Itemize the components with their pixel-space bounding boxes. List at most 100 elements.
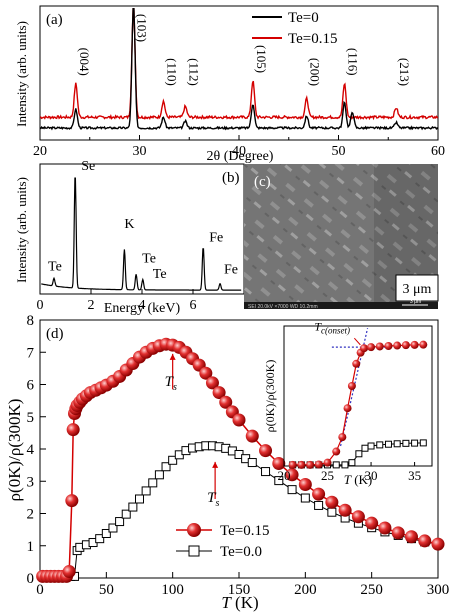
inset-point-te00	[402, 439, 410, 447]
panel-d-xtick-label: 0	[36, 582, 44, 598]
inset-point-te00	[341, 461, 349, 469]
panel-b-element-label: Te	[142, 252, 156, 267]
data-point-te00	[101, 528, 111, 538]
sem-footer-text: SEI 20.0kV ×7000 WD 10.2mm	[248, 304, 318, 310]
panel-d-xtick-label: 50	[99, 582, 114, 598]
data-point-te015	[285, 468, 299, 482]
inset-point-te015	[332, 447, 341, 456]
inset-point-te00	[376, 441, 384, 449]
data-point-te015	[212, 386, 226, 400]
panel-d-xtick-label: 150	[228, 582, 251, 598]
data-point-te015	[62, 565, 76, 579]
inset-point-te015	[288, 460, 297, 469]
data-point-te015	[272, 457, 286, 471]
inset-ylabel: ρ(0K)/ρ(300K)	[263, 360, 277, 433]
panel-b-xtick-label: 0	[37, 298, 44, 313]
data-point-te015	[365, 516, 379, 530]
inset-xlabel: T (K)	[344, 472, 373, 487]
ts-label: Ts	[165, 374, 177, 393]
inset-tc-onset-label: Tc(onset)	[314, 319, 350, 335]
inset-point-te00	[393, 440, 401, 448]
inset-point-te015	[306, 460, 315, 469]
panel-a-series-te0	[39, 7, 439, 131]
legend-label-te00: Te=0.0	[220, 544, 262, 560]
ts-arrowhead	[212, 461, 219, 468]
legend-marker-te015	[187, 523, 201, 537]
inset-xtick-label: 25	[321, 468, 334, 483]
inset-point-te015	[375, 342, 384, 351]
sem-small-scale-label: 3 μm	[410, 299, 421, 305]
panel-b-frame	[39, 163, 245, 295]
panel-a-peak-label: (200)	[308, 58, 323, 86]
panel-d-ytick-label: 1	[27, 539, 35, 555]
sem-footer-bar	[244, 302, 438, 309]
panel-d-ytick-label: 0	[27, 571, 35, 587]
data-point-te00	[115, 517, 125, 527]
panel-a-peak-label: (112)	[186, 58, 201, 86]
panel-a-legend: Te=0 Te=0.15	[252, 10, 337, 47]
data-point-te015	[431, 537, 445, 551]
inset-tc-arrow	[353, 337, 361, 346]
data-point-te00	[121, 509, 131, 519]
data-point-te015	[351, 510, 365, 524]
inset-point-te015	[347, 382, 356, 390]
panel-c-tag: (c)	[254, 174, 271, 190]
panel-d-xtick-label: 100	[161, 582, 184, 598]
panel-b-xlabel: Energy (keV)	[104, 301, 181, 316]
panel-a-peak-label: (004)	[77, 48, 92, 76]
inset-point-te015	[352, 359, 361, 368]
panel-b-xtick-label: 4	[139, 298, 146, 313]
panel-a-xtick-label: 20	[33, 144, 47, 159]
panel-b-ylabel: Intensity (arb. units)	[14, 177, 29, 283]
data-point-te00	[135, 494, 144, 504]
panel-a-ticks: 20 30 40 50 60	[33, 135, 445, 159]
inset-point-te00	[419, 439, 427, 447]
panel-a-frame	[39, 5, 439, 141]
inset-point-te00	[332, 461, 340, 469]
inset-point-te00	[361, 444, 369, 452]
panel-b-element-label: Fe	[209, 230, 223, 245]
data-point-te00	[247, 458, 257, 468]
inset-point-te015	[314, 460, 323, 469]
inset-point-te015	[323, 458, 332, 467]
data-point-te015	[205, 376, 219, 390]
inset-point-te015	[384, 342, 393, 350]
panel-d-ytick-label: 2	[27, 507, 35, 523]
panel-c-sem: (c) 3 μm SEI 20.0kV ×7000 WD 10.2mm 3 μm	[244, 164, 439, 310]
panel-d-ytick-label: 4	[27, 442, 35, 458]
data-point-te015	[199, 366, 213, 380]
panel-a-series-te015	[39, 7, 439, 121]
panel-d-xtick-label: 200	[294, 582, 317, 598]
data-point-te00	[148, 478, 158, 488]
inset-xtick-label: 35	[408, 468, 421, 483]
legend-label-te015: Te=0.15	[220, 523, 269, 539]
panel-a-xrd: 20 30 40 50 60 (004) (103) (110) (112) (105) (200…	[14, 5, 445, 164]
panel-a-xtick-label: 50	[332, 144, 346, 159]
data-point-te00	[287, 485, 297, 495]
panel-d-ytick-label: 3	[27, 474, 35, 490]
legend-marker-te00	[188, 545, 200, 557]
data-point-te015	[404, 530, 418, 544]
panel-b-element-label: K	[124, 217, 134, 232]
data-point-te00	[161, 462, 171, 472]
inset-point-te00	[384, 440, 392, 448]
panel-a-xtick-label: 40	[232, 144, 246, 159]
data-point-te00	[154, 470, 164, 480]
legend-label-te015: Te=0.15	[288, 31, 337, 47]
data-point-te00	[168, 455, 178, 465]
panel-a-tag: (a)	[46, 12, 63, 28]
inset-point-te015	[419, 340, 428, 349]
inset-series: Tc(onset)	[288, 319, 428, 469]
data-point-te00	[141, 486, 151, 496]
panel-b-element-label: Te	[48, 259, 62, 274]
inset-point-te015	[410, 340, 419, 349]
panel-d-tag: (d)	[46, 326, 64, 342]
panel-d-annotations: Ts Ts	[165, 353, 219, 509]
inset-point-te015	[393, 341, 402, 350]
inset-ticks: 20 25 30 35	[278, 462, 421, 483]
inset-point-te015	[401, 341, 410, 350]
ts-label: Ts	[207, 490, 219, 509]
inset-point-te00	[367, 442, 375, 450]
